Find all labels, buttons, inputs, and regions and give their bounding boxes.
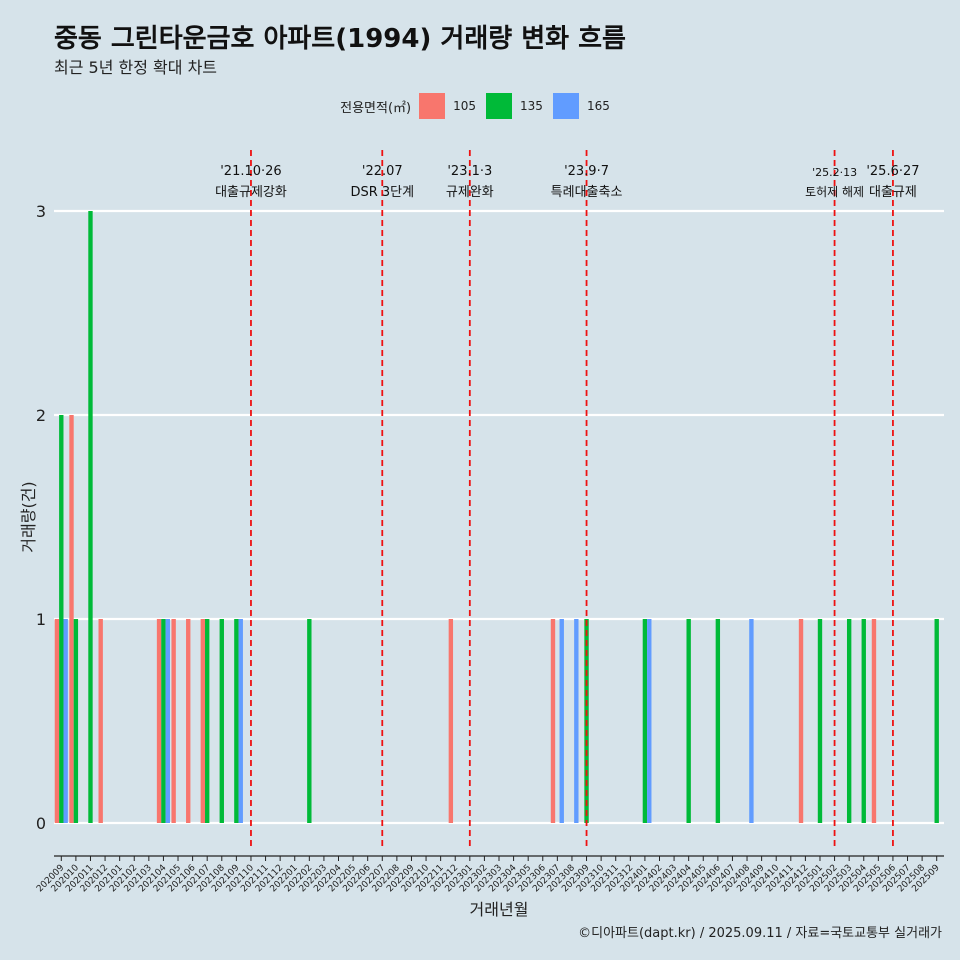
bar-135-202202: [307, 619, 312, 823]
bar-105-202307: [550, 619, 556, 823]
legend-swatch-165: [552, 93, 579, 119]
y-tick-label: 1: [36, 610, 46, 629]
legend-title: 전용면적(㎡): [340, 100, 412, 116]
event-label-3: 특례대출축소: [551, 185, 623, 200]
y-tick-label: 0: [36, 814, 46, 833]
event-label-1: DSR 3단계: [350, 185, 414, 200]
bar-105-202105: [171, 619, 176, 823]
chart-subtitle: 최근 5년 한정 확대 차트: [54, 58, 218, 77]
bar-105-202505: [871, 619, 877, 823]
bar-135-202501: [817, 619, 823, 823]
bar-105-202012: [98, 619, 103, 823]
legend-label-165: 165: [586, 99, 610, 113]
bar-105-202009: [54, 619, 60, 823]
bar-135-202010: [73, 619, 79, 823]
bar-135-202504: [861, 619, 866, 823]
legend: 전용면적(㎡) 105 135 165: [0, 93, 960, 119]
bar-135-202109: [234, 619, 239, 823]
legend-swatch-135: [486, 93, 513, 119]
bar-165-202109: [238, 619, 243, 823]
bar-135-202011: [88, 211, 93, 823]
bar-135-202107: [205, 619, 210, 823]
legend-item-135: 135: [486, 93, 543, 119]
bar-135-202108: [219, 619, 224, 823]
event-date-3: '23.9·7: [564, 164, 609, 179]
bar-135-202104: [161, 619, 166, 823]
bar-165-202104: [165, 619, 170, 823]
y-tick-label: 3: [36, 202, 46, 221]
event-date-0: '21.10·26: [220, 164, 281, 179]
legend-label-135: 135: [520, 99, 543, 113]
bar-165-202009: [63, 619, 68, 823]
bar-105-202107: [200, 619, 206, 823]
legend-item-105: 105: [419, 93, 476, 119]
event-date-5: '25.6·27: [866, 164, 919, 179]
event-label-4: 토허제 해제: [805, 185, 864, 199]
legend-swatch-105: [419, 93, 446, 119]
bar-135-202401: [642, 619, 648, 823]
bar-165-202408: [749, 619, 754, 823]
event-date-1: '22.07: [362, 164, 403, 179]
event-label-2: 규제완화: [446, 185, 494, 200]
bar-135-202009: [59, 415, 64, 823]
event-label-0: 대출규제강화: [215, 185, 287, 200]
x-axis-title: 거래년월: [470, 900, 529, 919]
bar-165-202308: [574, 619, 579, 823]
y-tick-label: 2: [36, 406, 46, 425]
y-axis-title: 거래량(건): [19, 481, 38, 552]
bar-165-202401: [647, 619, 652, 823]
source-caption: ©디아파트(dapt.kr) / 2025.09.11 / 자료=국토교통부 실…: [578, 926, 942, 941]
bar-135-202406: [715, 619, 721, 823]
bar-105-202106: [186, 619, 191, 823]
bar-135-202509: [934, 619, 939, 823]
event-date-2: '23.1·3: [447, 164, 492, 179]
bar-135-202404: [686, 619, 691, 823]
bar-135-202503: [846, 619, 852, 823]
bar-105-202412: [798, 619, 804, 823]
chart-title: 중동 그린타운금호 아파트(1994) 거래량 변화 흐름: [54, 24, 626, 54]
event-label-5: 대출규제: [869, 185, 917, 200]
legend-item-165: 165: [552, 93, 610, 119]
legend-label-105: 105: [453, 99, 477, 113]
bar-105-202212: [448, 619, 454, 823]
bar-165-202307: [559, 619, 564, 823]
bar-105-202104: [156, 619, 162, 823]
bar-105-202010: [69, 415, 74, 823]
event-date-4: '25.2·13: [812, 166, 857, 179]
